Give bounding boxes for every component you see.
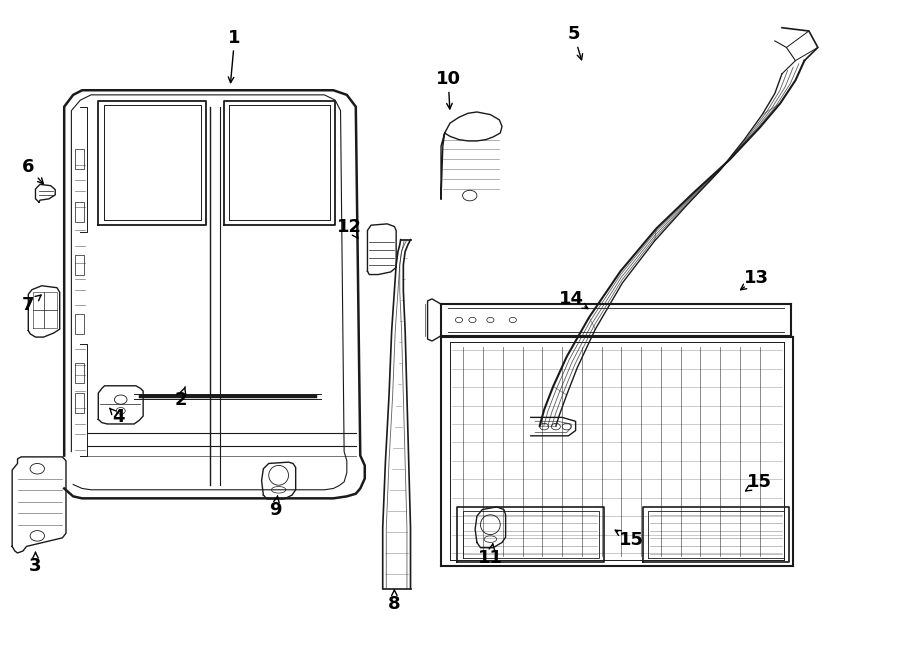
Text: 4: 4 [112, 408, 124, 426]
Text: 12: 12 [337, 217, 362, 235]
Text: 15: 15 [747, 473, 772, 491]
Bar [75, 364, 84, 383]
Bar [75, 149, 84, 169]
Text: 10: 10 [436, 70, 461, 88]
Text: 2: 2 [175, 391, 187, 408]
Text: 7: 7 [22, 297, 34, 315]
Text: 6: 6 [22, 158, 34, 176]
Text: 5: 5 [568, 25, 580, 44]
Bar [75, 254, 84, 274]
Bar [75, 393, 84, 412]
Text: 13: 13 [744, 269, 770, 287]
Bar [75, 314, 84, 334]
Text: 15: 15 [618, 531, 644, 549]
Text: 11: 11 [478, 549, 503, 566]
Text: 1: 1 [229, 28, 241, 46]
Text: 14: 14 [559, 290, 583, 308]
Text: 3: 3 [29, 557, 41, 575]
Text: 8: 8 [388, 595, 400, 613]
Text: 9: 9 [269, 500, 282, 518]
Bar [75, 202, 84, 222]
